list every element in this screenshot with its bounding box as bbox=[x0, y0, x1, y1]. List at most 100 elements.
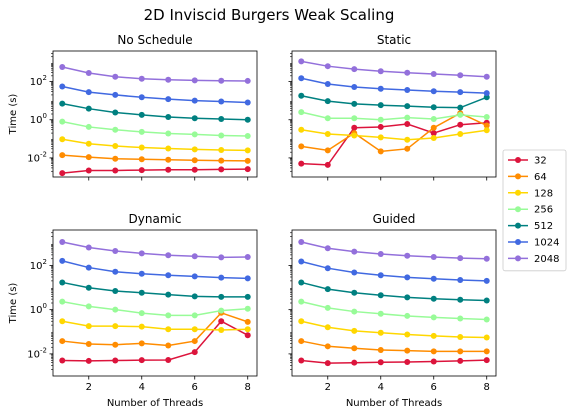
data-point bbox=[85, 284, 92, 291]
series-line bbox=[62, 281, 248, 298]
legend-label: 512 bbox=[534, 221, 553, 232]
data-point bbox=[324, 324, 331, 331]
data-point bbox=[85, 167, 92, 174]
data-point bbox=[59, 83, 66, 90]
x-tick-label: 8 bbox=[484, 382, 490, 393]
series-line bbox=[301, 77, 487, 94]
data-point bbox=[112, 91, 119, 98]
data-point bbox=[430, 130, 437, 137]
series-line bbox=[62, 154, 248, 162]
series-64 bbox=[59, 152, 251, 164]
series-line bbox=[62, 66, 248, 82]
data-point bbox=[165, 145, 172, 152]
data-point bbox=[430, 88, 437, 95]
data-point bbox=[377, 85, 384, 92]
data-point bbox=[244, 305, 251, 312]
data-point bbox=[112, 323, 119, 330]
legend-marker bbox=[515, 222, 521, 229]
series-2048 bbox=[298, 238, 490, 262]
y-tick-label: 102 bbox=[30, 74, 47, 88]
data-point bbox=[430, 70, 437, 77]
data-point bbox=[112, 155, 119, 162]
data-point bbox=[218, 77, 225, 84]
data-point bbox=[430, 348, 437, 355]
legend-item-512: 512 bbox=[508, 221, 553, 232]
x-tick-label: 8 bbox=[245, 382, 251, 393]
data-point bbox=[298, 338, 305, 345]
series-line bbox=[301, 121, 487, 166]
data-point bbox=[138, 270, 145, 277]
data-point bbox=[165, 356, 172, 363]
data-point bbox=[165, 312, 172, 319]
data-point bbox=[324, 63, 331, 70]
subplot-title: Guided bbox=[373, 212, 416, 226]
data-point bbox=[112, 73, 119, 80]
data-point bbox=[351, 132, 358, 139]
subplot-4: 2 4 6 8 Guided Number of Threads bbox=[288, 212, 497, 409]
axes-frame bbox=[291, 229, 497, 377]
series-32 bbox=[59, 318, 251, 364]
series-line bbox=[301, 340, 487, 353]
y-tick-label: 100 bbox=[30, 302, 47, 316]
data-point bbox=[377, 123, 384, 130]
y-tick-label: 10-2 bbox=[27, 346, 47, 360]
series-line bbox=[301, 128, 487, 141]
data-point bbox=[191, 157, 198, 164]
legend-label: 128 bbox=[534, 188, 553, 199]
legend-label: 32 bbox=[534, 156, 547, 167]
series-line bbox=[301, 60, 487, 78]
data-point bbox=[59, 118, 66, 125]
data-point bbox=[85, 89, 92, 96]
data-point bbox=[351, 248, 358, 255]
data-point bbox=[191, 115, 198, 122]
data-point bbox=[351, 289, 358, 296]
data-point bbox=[430, 314, 437, 321]
x-tick-label: 4 bbox=[378, 382, 384, 393]
data-point bbox=[483, 73, 490, 80]
data-point bbox=[377, 116, 384, 123]
data-point bbox=[457, 296, 464, 303]
data-point bbox=[59, 279, 66, 286]
data-point bbox=[377, 272, 384, 279]
series-line bbox=[62, 120, 248, 137]
data-point bbox=[483, 348, 490, 355]
data-point bbox=[85, 70, 92, 77]
data-point bbox=[377, 310, 384, 317]
x-tick-label: 2 bbox=[86, 382, 92, 393]
data-point bbox=[351, 359, 358, 366]
series-line bbox=[62, 300, 248, 317]
series-512 bbox=[59, 100, 251, 123]
series-line bbox=[62, 311, 248, 347]
series-1024 bbox=[298, 258, 490, 284]
data-point bbox=[483, 255, 490, 262]
data-point bbox=[483, 127, 490, 134]
series-32 bbox=[59, 166, 251, 177]
subplot-title: No Schedule bbox=[117, 33, 192, 47]
data-point bbox=[59, 338, 66, 345]
axes-frame bbox=[291, 50, 497, 178]
data-point bbox=[191, 166, 198, 173]
legend-marker bbox=[515, 189, 521, 196]
data-point bbox=[138, 111, 145, 118]
y-axis-label: Time (s) bbox=[8, 283, 19, 325]
data-point bbox=[483, 334, 490, 341]
data-point bbox=[85, 154, 92, 161]
series-256 bbox=[298, 298, 490, 323]
data-point bbox=[324, 130, 331, 137]
data-point bbox=[404, 87, 411, 94]
series-1024 bbox=[298, 75, 490, 97]
data-point bbox=[59, 357, 66, 364]
data-point bbox=[138, 156, 145, 163]
data-point bbox=[191, 293, 198, 300]
data-point bbox=[244, 332, 251, 339]
data-point bbox=[377, 250, 384, 257]
data-point bbox=[404, 294, 411, 301]
subplot-3: 10-2 100 102 2 4 6 8 Dynamic Number of Threads Ti… bbox=[8, 212, 258, 409]
data-point bbox=[404, 120, 411, 127]
data-point bbox=[59, 64, 66, 71]
data-point bbox=[218, 254, 225, 261]
data-point bbox=[298, 357, 305, 364]
data-point bbox=[377, 329, 384, 336]
series-2048 bbox=[59, 238, 251, 261]
